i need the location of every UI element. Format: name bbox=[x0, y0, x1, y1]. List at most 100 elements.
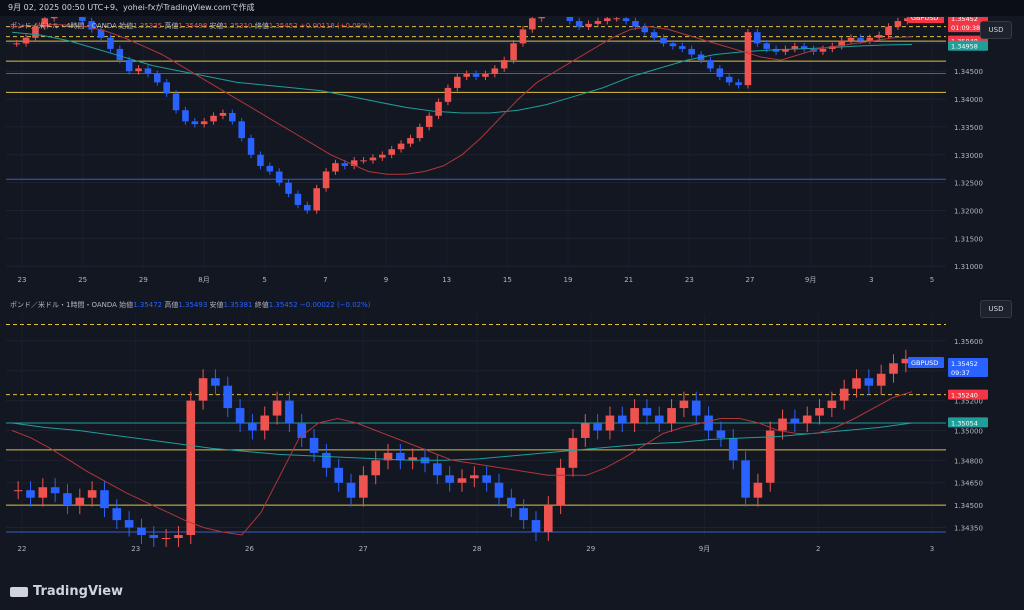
price-label-bg bbox=[948, 40, 988, 51]
candle-body bbox=[63, 493, 72, 506]
candle-body bbox=[210, 115, 217, 122]
x-tick-label: 27 bbox=[746, 276, 755, 284]
candle-body bbox=[691, 400, 701, 416]
candle-body bbox=[144, 68, 152, 74]
candle-body bbox=[491, 68, 499, 74]
y-tick-label: 1.34500 bbox=[954, 502, 983, 510]
candle-body bbox=[285, 182, 292, 194]
candle-body bbox=[211, 378, 220, 386]
candle-body bbox=[580, 423, 590, 438]
candle-body bbox=[182, 110, 189, 122]
y-tick-label: 1.33000 bbox=[954, 152, 983, 160]
chart-panel-1h[interactable]: 1.356001.354001.352001.350001.348001.346… bbox=[6, 296, 1018, 556]
tradingview-logo-icon bbox=[10, 586, 28, 597]
candle-body bbox=[885, 26, 892, 35]
candle-body bbox=[425, 115, 433, 127]
top-bar: 9月 02, 2025 00:50 UTC+9、yohei-fxがTrading… bbox=[0, 0, 1024, 16]
candle-body bbox=[198, 378, 208, 401]
snapshot-caption: 9月 02, 2025 00:50 UTC+9、yohei-fxがTrading… bbox=[8, 3, 255, 12]
candle-body bbox=[894, 21, 902, 27]
candle-body bbox=[247, 138, 255, 155]
legend-1h: ポンド／米ドル・1時間・OANDA 始値1.35472 高値1.35493 安値… bbox=[10, 300, 371, 310]
x-tick-label: 27 bbox=[359, 545, 368, 553]
candle-body bbox=[260, 415, 270, 431]
price-label-bg bbox=[948, 389, 988, 400]
candle-body bbox=[107, 37, 114, 49]
chart-1h-canvas[interactable]: 1.356001.354001.352001.350001.348001.346… bbox=[6, 296, 1018, 556]
candle-body bbox=[622, 18, 630, 22]
x-tick-label: 8月 bbox=[198, 276, 209, 284]
candle-body bbox=[660, 37, 667, 44]
candle-body bbox=[510, 43, 517, 61]
legend-low: 1.35310 bbox=[223, 22, 253, 30]
tradingview-logo[interactable]: TradingView bbox=[10, 584, 123, 599]
candle-body bbox=[765, 430, 775, 483]
y-tick-label: 1.34500 bbox=[954, 68, 983, 76]
candle-body bbox=[500, 60, 508, 69]
y-tick-label: 1.35600 bbox=[954, 338, 983, 346]
candle-body bbox=[568, 437, 578, 468]
candle-body bbox=[396, 452, 405, 461]
candle-body bbox=[223, 385, 233, 409]
candle-body bbox=[13, 43, 20, 45]
candle-body bbox=[613, 18, 620, 20]
price-label: 1.35054 bbox=[951, 419, 978, 427]
legend-close: 1.35452 bbox=[268, 301, 298, 309]
candle-body bbox=[763, 43, 770, 49]
candle-body bbox=[716, 430, 726, 438]
candle-body bbox=[172, 93, 180, 111]
y-tick-label: 1.33500 bbox=[954, 124, 983, 132]
candle-body bbox=[857, 37, 864, 41]
candle-body bbox=[605, 415, 615, 431]
chart-4h-canvas[interactable]: 1.350001.345001.340001.335001.330001.325… bbox=[6, 6, 1018, 287]
candle-body bbox=[507, 497, 516, 509]
candle-body bbox=[346, 482, 356, 498]
x-tick-label: 9月 bbox=[699, 545, 710, 553]
legend-open: 1.35335 bbox=[133, 22, 163, 30]
x-tick-label: 9 bbox=[384, 276, 388, 284]
candle-body bbox=[889, 363, 898, 374]
candle-body bbox=[654, 415, 664, 424]
currency-button[interactable]: USD bbox=[980, 300, 1012, 318]
candle-body bbox=[341, 163, 349, 166]
candle-body bbox=[26, 490, 35, 498]
candle-body bbox=[248, 423, 257, 431]
candle-body bbox=[630, 408, 639, 424]
candle-body bbox=[154, 74, 161, 83]
candle-body bbox=[866, 37, 874, 41]
x-tick-label: 7 bbox=[323, 276, 327, 284]
legend-symbol: ポンド／米ドル・1時間・OANDA bbox=[10, 301, 117, 309]
candle-body bbox=[529, 18, 536, 30]
price-label: 1.34958 bbox=[951, 43, 978, 51]
candle-body bbox=[149, 535, 159, 538]
candle-body bbox=[50, 12, 58, 19]
y-tick-label: 1.31000 bbox=[954, 263, 983, 271]
candle-body bbox=[641, 26, 649, 33]
candle-body bbox=[112, 508, 122, 521]
price-label: 1.35452 bbox=[951, 360, 978, 368]
candle-body bbox=[359, 475, 368, 498]
candle-body bbox=[800, 46, 808, 49]
x-tick-label: 15 bbox=[503, 276, 512, 284]
candle-body bbox=[472, 74, 480, 77]
candle-body bbox=[445, 475, 454, 483]
candle-body bbox=[819, 48, 827, 52]
legend-close: 1.35452 bbox=[268, 22, 298, 30]
legend-high-label: 高値 bbox=[164, 22, 179, 30]
x-tick-label: 9月 bbox=[805, 276, 816, 284]
x-tick-label: 23 bbox=[18, 276, 27, 284]
candle-body bbox=[494, 482, 504, 498]
candle-body bbox=[388, 149, 395, 155]
candle-body bbox=[876, 373, 886, 386]
chart-panel-4h[interactable]: 1.350001.345001.340001.335001.330001.325… bbox=[6, 6, 1018, 287]
candle-body bbox=[304, 204, 311, 211]
x-tick-label: 28 bbox=[473, 545, 482, 553]
x-tick-label: 25 bbox=[78, 276, 87, 284]
candle-body bbox=[556, 467, 565, 506]
currency-button[interactable]: USD bbox=[980, 21, 1012, 39]
candle-body bbox=[519, 508, 528, 521]
candle-body bbox=[79, 12, 86, 22]
legend-change: −0.00022 (−0.02%) bbox=[299, 301, 371, 309]
candle-body bbox=[350, 160, 358, 166]
x-tick-label: 19 bbox=[564, 276, 573, 284]
